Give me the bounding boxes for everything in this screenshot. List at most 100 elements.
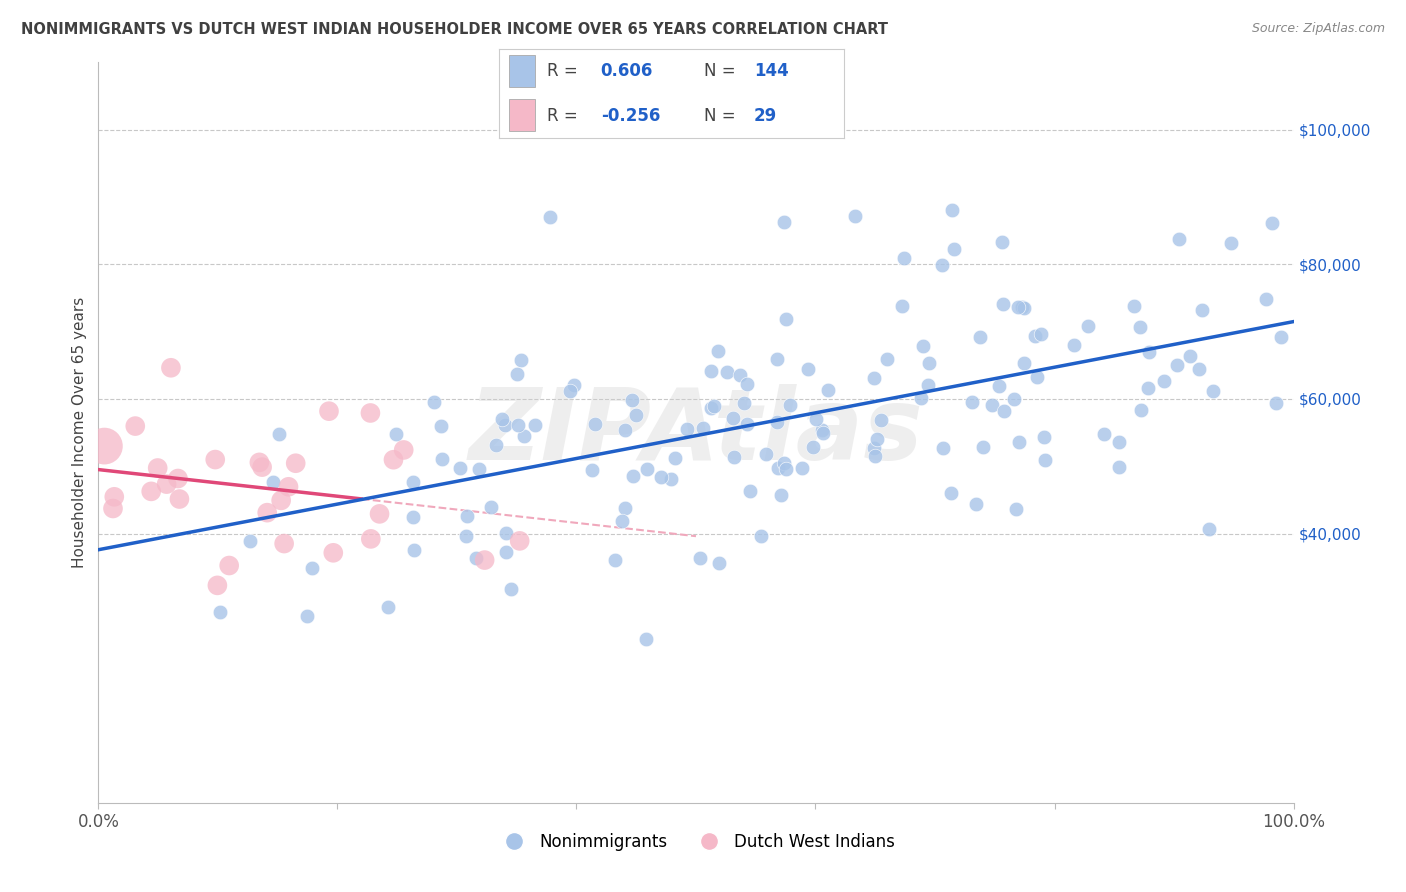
Point (1108, 460, 1130, 475)
Point (207, 578, 229, 592)
Point (449, 461, 471, 475)
Point (247, 455, 270, 469)
Point (467, 461, 489, 475)
Point (485, 438, 508, 452)
Point (430, 419, 453, 434)
Point (508, 417, 530, 432)
Point (581, 463, 603, 477)
Text: 0.606: 0.606 (600, 62, 654, 80)
Point (811, 423, 834, 437)
Point (692, 420, 714, 434)
Point (1025, 369, 1047, 384)
Point (1130, 403, 1153, 417)
Point (766, 415, 789, 429)
Point (960, 395, 983, 409)
Point (146, 461, 169, 475)
Point (124, 419, 146, 434)
Point (779, 398, 801, 412)
Point (735, 417, 758, 432)
Point (993, 404, 1015, 418)
Point (377, 600, 399, 615)
Point (270, 493, 292, 508)
Text: ZIPAtlas: ZIPAtlas (468, 384, 924, 481)
Point (392, 442, 415, 457)
Point (141, 484, 163, 499)
Point (1166, 359, 1188, 373)
Point (862, 441, 884, 455)
Point (1256, 293, 1278, 307)
Point (1178, 349, 1201, 363)
Point (318, 404, 340, 418)
Point (156, 477, 179, 491)
Point (943, 243, 966, 257)
Point (1012, 301, 1035, 315)
Point (603, 553, 626, 567)
Point (456, 509, 478, 524)
Point (209, 605, 232, 619)
Point (402, 543, 425, 558)
Bar (509, 99, 536, 131)
Point (797, 362, 820, 376)
Point (772, 456, 794, 470)
Point (817, 383, 839, 397)
Point (972, 441, 994, 455)
Point (1188, 361, 1211, 376)
Point (939, 485, 962, 500)
Point (322, 546, 344, 560)
Point (256, 506, 278, 520)
Point (703, 399, 725, 413)
Point (430, 452, 453, 467)
Point (1007, 300, 1029, 314)
Point (562, 378, 585, 392)
Point (218, 558, 240, 573)
Point (775, 312, 797, 326)
Point (621, 393, 644, 408)
Point (1219, 236, 1241, 251)
Point (700, 401, 723, 415)
Point (494, 417, 516, 432)
Point (1033, 452, 1056, 467)
Point (749, 529, 772, 543)
Point (931, 258, 953, 272)
Point (454, 528, 477, 542)
Point (1108, 434, 1130, 449)
Point (491, 412, 513, 426)
Point (981, 398, 1004, 412)
Point (1012, 356, 1035, 370)
Point (273, 536, 295, 550)
Point (723, 450, 745, 465)
Point (893, 252, 915, 266)
Point (250, 460, 273, 475)
Point (890, 299, 912, 313)
Point (368, 507, 391, 521)
Text: N =: N = (704, 62, 735, 80)
Text: R =: R = (547, 62, 578, 80)
Point (499, 582, 522, 596)
Point (1260, 216, 1282, 230)
Point (716, 365, 738, 379)
Point (862, 371, 884, 385)
Point (790, 461, 813, 475)
Point (101, 501, 124, 516)
Point (969, 330, 991, 344)
Point (659, 472, 682, 486)
Text: 144: 144 (754, 62, 789, 80)
Point (634, 632, 657, 646)
Point (737, 377, 759, 392)
Point (301, 560, 323, 574)
Point (538, 211, 561, 225)
Point (359, 406, 381, 420)
Point (284, 456, 307, 470)
Point (721, 411, 744, 425)
Point (506, 368, 529, 382)
Point (1137, 344, 1160, 359)
Point (918, 356, 941, 370)
Point (360, 532, 382, 546)
Point (1137, 381, 1160, 395)
Point (479, 500, 502, 515)
Point (513, 429, 536, 443)
Point (93, 439, 115, 453)
Bar (509, 55, 536, 87)
Point (772, 215, 794, 229)
Point (1129, 320, 1152, 334)
